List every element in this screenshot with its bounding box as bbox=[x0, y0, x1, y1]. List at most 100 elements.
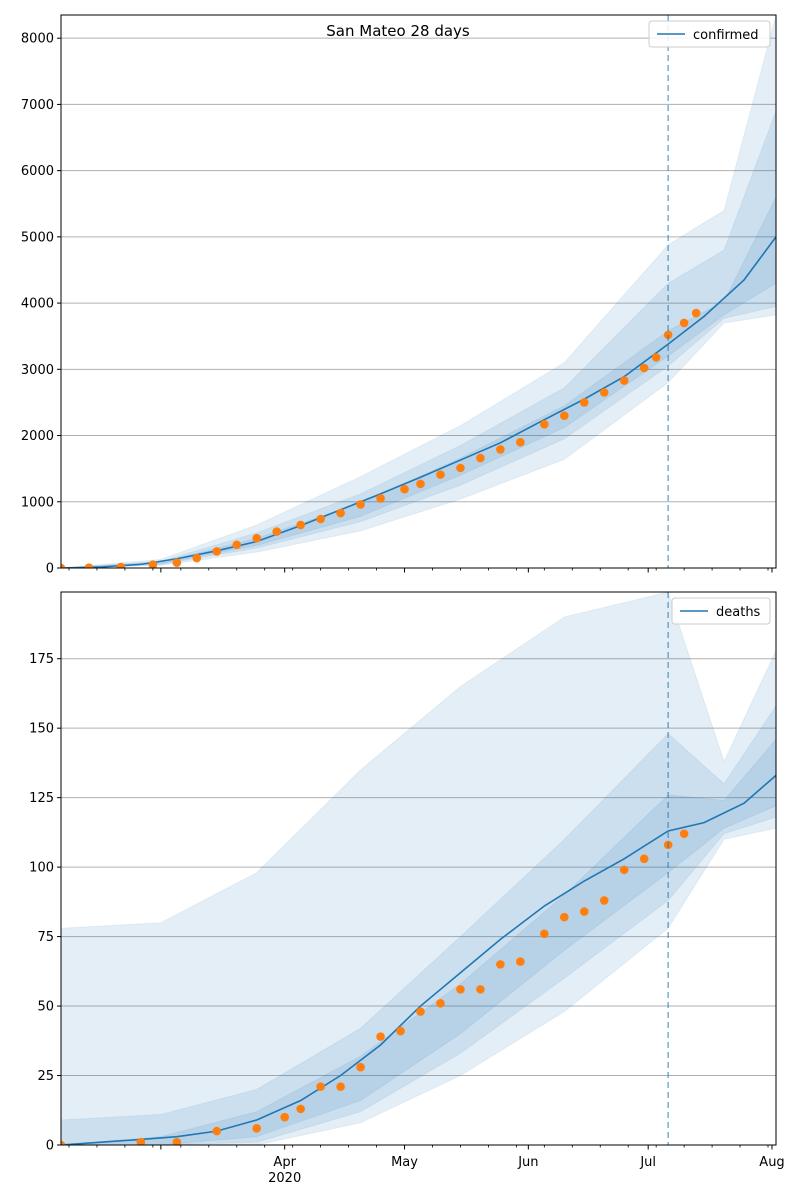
legend: confirmed bbox=[648, 20, 771, 48]
observed-point bbox=[396, 1026, 405, 1036]
observed-point bbox=[116, 562, 126, 568]
y-tick-label: 150 bbox=[29, 722, 54, 737]
observed-point bbox=[679, 829, 689, 839]
observed-point bbox=[136, 1137, 146, 1145]
chart-title: San Mateo 28 days bbox=[326, 22, 470, 40]
y-tick-label: 2000 bbox=[21, 429, 54, 444]
observed-point bbox=[376, 1032, 385, 1041]
observed-point bbox=[280, 1112, 289, 1122]
observed-point bbox=[316, 514, 325, 524]
observed-point bbox=[496, 445, 505, 454]
observed-point bbox=[559, 411, 569, 420]
observed-point bbox=[232, 540, 242, 550]
observed-point bbox=[212, 1126, 222, 1136]
x-tick-label: Jun bbox=[517, 1155, 538, 1170]
axes-frame bbox=[60, 14, 777, 569]
observed-point bbox=[61, 1140, 66, 1145]
observed-point bbox=[651, 353, 661, 362]
observed-point bbox=[336, 508, 345, 518]
observed-point bbox=[476, 985, 485, 994]
observed-point bbox=[679, 318, 689, 328]
x-tick-year-label: 2020 bbox=[268, 1171, 301, 1186]
observed-point bbox=[416, 479, 425, 489]
observed-point bbox=[252, 533, 262, 543]
band-inner bbox=[61, 738, 776, 1145]
y-tick-label: 6000 bbox=[21, 164, 54, 179]
observed-point bbox=[476, 453, 485, 463]
observed-point bbox=[416, 1007, 425, 1016]
y-tick-label: 4000 bbox=[21, 297, 54, 312]
y-tick-label: 50 bbox=[37, 1000, 54, 1015]
band-middle bbox=[61, 110, 776, 568]
observed-point bbox=[559, 912, 569, 922]
observed-point bbox=[456, 985, 465, 994]
y-tick-label: 3000 bbox=[21, 363, 54, 378]
x-tick-label: Apr bbox=[273, 1155, 296, 1170]
observed-point bbox=[599, 896, 609, 905]
observed-point bbox=[192, 553, 202, 563]
y-tick-label: 125 bbox=[29, 791, 54, 806]
y-tick-label: 25 bbox=[37, 1069, 54, 1084]
observed-point bbox=[516, 437, 525, 447]
panel-confirmed: 0 1000 2000 3000 4000 5000 6000 7000 8000 confirm… bbox=[21, 14, 777, 577]
observed-point bbox=[579, 398, 589, 407]
observed-point bbox=[172, 1137, 182, 1145]
observed-point bbox=[61, 563, 66, 568]
y-tick-label: 5000 bbox=[21, 230, 54, 245]
observed-point bbox=[516, 957, 525, 966]
observed-point bbox=[356, 500, 365, 509]
observed-point bbox=[316, 1082, 325, 1091]
x-tick-label: May bbox=[391, 1155, 418, 1170]
observed-point bbox=[456, 463, 465, 473]
observed-point bbox=[212, 547, 222, 556]
observed-point bbox=[599, 388, 609, 397]
observed-point bbox=[172, 558, 182, 568]
observed-point bbox=[691, 308, 701, 318]
observed-point bbox=[356, 1062, 365, 1072]
observed-point bbox=[336, 1082, 345, 1091]
legend: deaths bbox=[671, 597, 771, 625]
observed-point bbox=[540, 929, 549, 939]
y-tick-label: 0 bbox=[46, 562, 54, 577]
observed-point bbox=[296, 520, 305, 530]
legend-label: confirmed bbox=[693, 28, 759, 43]
y-tick-label: 1000 bbox=[21, 495, 54, 510]
y-tick-label: 8000 bbox=[21, 32, 54, 47]
observed-point bbox=[540, 419, 549, 429]
model-line bbox=[61, 774, 776, 1145]
x-tick-label: Aug bbox=[759, 1155, 784, 1170]
plot-area bbox=[61, 15, 776, 568]
y-tick-label: 75 bbox=[37, 930, 54, 945]
legend-label: deaths bbox=[716, 605, 761, 620]
observed-point bbox=[84, 563, 94, 568]
observed-point bbox=[619, 376, 629, 385]
y-tick-label: 0 bbox=[46, 1139, 54, 1154]
observed-point bbox=[436, 470, 445, 479]
legend-box bbox=[648, 20, 771, 48]
observed-point bbox=[272, 527, 281, 536]
observed-point bbox=[496, 960, 505, 969]
observed-point bbox=[252, 1124, 262, 1133]
y-tick-label: 175 bbox=[29, 652, 54, 667]
observed-point bbox=[436, 998, 445, 1008]
y-tick-label: 100 bbox=[29, 861, 54, 876]
observed-point bbox=[639, 363, 649, 373]
band-middle bbox=[61, 705, 776, 1145]
legend-box bbox=[671, 597, 771, 625]
band-outer bbox=[61, 592, 776, 1145]
observed-point bbox=[400, 484, 409, 494]
observed-point bbox=[639, 854, 649, 864]
plot-area bbox=[61, 592, 776, 1145]
observed-point bbox=[296, 1104, 305, 1114]
observed-point bbox=[376, 494, 385, 503]
band-outer bbox=[61, 15, 776, 568]
observed-point bbox=[619, 865, 629, 875]
observed-point bbox=[663, 330, 673, 340]
y-tick-label: 7000 bbox=[21, 98, 54, 113]
observed-point bbox=[148, 560, 158, 568]
axes-frame bbox=[60, 591, 777, 1146]
observed-point bbox=[579, 907, 589, 916]
x-tick-label: Jul bbox=[639, 1155, 656, 1170]
